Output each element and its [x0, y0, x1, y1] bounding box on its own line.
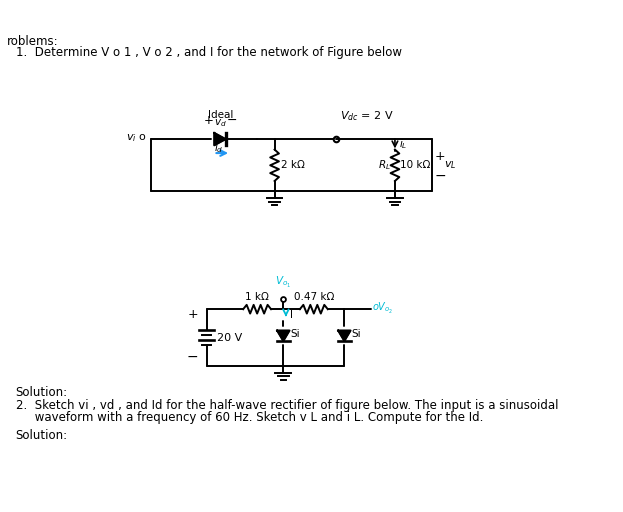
Text: 1 kΩ: 1 kΩ	[245, 292, 269, 302]
Text: −: −	[434, 169, 446, 183]
Text: −: −	[187, 350, 198, 364]
Text: 10 kΩ: 10 kΩ	[400, 160, 430, 170]
Text: Ideal: Ideal	[208, 110, 233, 120]
Text: $v_i$ o: $v_i$ o	[126, 132, 147, 144]
Text: 0.47 kΩ: 0.47 kΩ	[293, 292, 334, 302]
Polygon shape	[277, 331, 290, 341]
Text: 20 V: 20 V	[217, 333, 242, 343]
Text: $V_{dc}$ = 2 V: $V_{dc}$ = 2 V	[340, 110, 394, 123]
Text: Solution:: Solution:	[16, 429, 68, 442]
Text: roblems:: roblems:	[7, 35, 59, 48]
Text: 2 kΩ: 2 kΩ	[281, 160, 305, 170]
Text: waveform with a frequency of 60 Hz. Sketch v L and i L. Compute for the Id.: waveform with a frequency of 60 Hz. Sket…	[16, 411, 483, 424]
Text: +: +	[188, 308, 198, 322]
Text: $i_L$: $i_L$	[399, 137, 408, 151]
Polygon shape	[214, 133, 226, 145]
Text: $v_L$: $v_L$	[444, 159, 456, 171]
Text: 2.  Sketch vi , vd , and Id for the half-wave rectifier of figure below. The inp: 2. Sketch vi , vd , and Id for the half-…	[16, 399, 558, 412]
Text: $V_{o_1}$: $V_{o_1}$	[275, 275, 292, 290]
Text: −: −	[227, 114, 237, 127]
Text: $R_L$: $R_L$	[378, 158, 391, 172]
Text: Si: Si	[351, 329, 361, 339]
Text: Solution:: Solution:	[16, 386, 68, 399]
Text: $v_d$: $v_d$	[214, 117, 227, 129]
Text: $i_d$: $i_d$	[214, 141, 224, 155]
Polygon shape	[338, 331, 351, 341]
Text: 1.  Determine V o 1 , V o 2 , and I for the network of Figure below: 1. Determine V o 1 , V o 2 , and I for t…	[16, 46, 401, 59]
Text: $oV_{o_2}$: $oV_{o_2}$	[373, 301, 394, 316]
Text: +: +	[203, 114, 213, 127]
Text: I: I	[290, 310, 293, 321]
Text: Si: Si	[290, 329, 300, 339]
Text: +: +	[434, 150, 445, 163]
